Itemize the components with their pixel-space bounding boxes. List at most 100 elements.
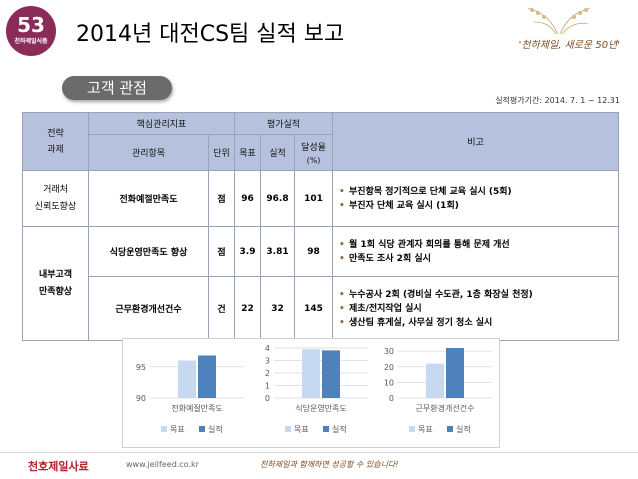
target-cell: 96 (234, 170, 261, 227)
remark-text: 누수공사 2회 (경비실 수도관, 1층 화장실 천정) (349, 289, 533, 300)
y-tick-label: 4 (265, 344, 270, 353)
item-cell: 식당운영만족도 향상 (88, 226, 209, 277)
logo-number: 53 (17, 13, 45, 37)
legend-label: 실적 (208, 424, 223, 434)
y-tick-label: 0 (265, 394, 270, 403)
bullet-icon: • (339, 239, 345, 250)
remark-item: • 누수공사 2회 (경비실 수도관, 1층 화장실 천정) (339, 288, 616, 302)
actual-cell: 3.81 (260, 226, 295, 277)
remark-item: • 제초/전지작업 실시 (339, 302, 616, 316)
strategy-cell: 거래처 신뢰도향상 (22, 170, 89, 227)
rate-cell: 101 (293, 170, 334, 227)
remark-text: 부진자 단체 교육 실시 (1회) (349, 200, 459, 211)
remark-item: • 생산팀 휴게실, 사무실 정기 청소 실시 (339, 316, 616, 330)
actual-cell: 96.8 (260, 170, 295, 227)
bar-actual (198, 355, 216, 398)
header-item: 관리항목 (88, 134, 209, 171)
legend-label: 목표 (170, 425, 185, 434)
footer-divider (0, 452, 638, 453)
footer-slogan: 천하제일과 함께하면 성공할 수 있습니다! (260, 460, 399, 469)
legend-label: 실적 (332, 424, 347, 434)
item-cell: 근무환경개선건수 (88, 276, 209, 341)
x-tick-label: 식당운영만족도 (295, 403, 347, 413)
footer-company: 천호제일사료 (28, 460, 89, 473)
chart-phone-etiquette: 90 95 전화예절만족도 목표 실적 (126, 344, 250, 438)
y-tick-label: 3 (265, 357, 270, 366)
legend-swatch (285, 426, 291, 432)
y-tick-label: 10 (384, 378, 394, 387)
table-row: 내부고객 만족향상 식당운영만족도 향상 점 3.9 3.81 98 • 월 1회… (22, 226, 620, 341)
legend-label: 목표 (294, 425, 309, 434)
legend-swatch (199, 426, 205, 432)
y-tick-label: 90 (136, 394, 146, 403)
header-rate-unit: (%) (306, 156, 321, 165)
actual-cell: 32 (260, 276, 295, 341)
table-row: 거래처 신뢰도향상 전화예절만족도 점 96 96.8 101 • 부진항목 정기… (22, 170, 620, 227)
header-rate-label: 달성율 (301, 143, 326, 153)
footer-url: www.jeilfeed.co.kr (126, 460, 199, 469)
header-eval-group: 평가실적 (233, 112, 334, 135)
bullet-icon: • (339, 200, 345, 211)
remark-text: 만족도 조사 2회 실시 (349, 253, 431, 264)
table-row: 근무환경개선건수 건 22 32 145 • 누수공사 2회 (경비실 수도관, … (23, 276, 620, 341)
unit-cell: 점 (208, 170, 235, 227)
legend-swatch (447, 426, 453, 432)
bar-target (178, 360, 196, 398)
header-slogan: '천하제일, 새로운 50년' (518, 40, 620, 51)
bullet-icon: • (339, 186, 345, 197)
remark-text: 부진항목 정기적으로 단체 교육 실시 (5회) (349, 186, 512, 197)
y-tick-label: 1 (265, 382, 270, 391)
header-target: 목표 (234, 134, 261, 171)
item-cell: 전화예절만족도 (88, 170, 209, 227)
y-tick-label: 2 (265, 369, 270, 378)
rate-cell: 98 (293, 226, 334, 277)
y-tick-label: 0 (389, 394, 394, 403)
y-tick-label: 20 (384, 363, 394, 372)
unit-cell: 점 (208, 226, 235, 277)
y-tick-label: 30 (384, 347, 394, 356)
target-cell: 3.9 (234, 226, 261, 277)
bar-actual (446, 348, 464, 398)
bar-target (426, 363, 444, 398)
remark-cell: • 누수공사 2회 (경비실 수도관, 1층 화장실 천정) • 제초/전지작업 실… (332, 276, 620, 341)
page-title: 2014년 대전CS팀 실적 보고 (76, 22, 345, 47)
legend-label: 목표 (418, 425, 433, 434)
bar-target (302, 349, 320, 398)
remark-text: 월 1회 식당 관계자 회의를 통해 문제 개선 (349, 239, 510, 250)
rate-cell: 145 (293, 276, 334, 341)
x-tick-label: 전화예절만족도 (171, 403, 223, 413)
remark-item: • 부진항목 정기적으로 단체 교육 실시 (5회) (339, 185, 616, 199)
target-cell: 22 (234, 276, 261, 341)
remark-text: 생산팀 휴게실, 사무실 정기 청소 실시 (349, 317, 493, 328)
header-strategy: 전략 과제 (22, 112, 89, 171)
bullet-icon: • (339, 253, 345, 264)
remark-cell: • 월 1회 식당 관계자 회의를 통해 문제 개선 • 만족도 조사 2회 실시 (332, 226, 620, 277)
bullet-icon: • (339, 289, 345, 300)
remark-cell: • 부진항목 정기적으로 단체 교육 실시 (5회) • 부진자 단체 교육 실시 … (332, 170, 620, 227)
performance-table: 전략 과제 핵심관리지표 평가실적 비고 관리항목 단위 목표 실적 달성율 (… (22, 112, 620, 341)
logo-text: 천하제일식품 (14, 38, 48, 45)
bar-actual (322, 350, 340, 398)
remark-item: • 부진자 단체 교육 실시 (1회) (339, 199, 616, 213)
header-remark: 비고 (332, 112, 620, 171)
legend-label: 실적 (456, 424, 471, 434)
strategy-cell: 내부고객 만족향상 (22, 226, 89, 341)
company-logo: 53 천하제일식품 (6, 6, 56, 56)
remark-text: 제초/전지작업 실시 (349, 303, 422, 314)
x-tick-label: 근무환경개선건수 (416, 403, 475, 413)
header-kpi-group: 핵심관리지표 (88, 112, 235, 135)
legend-swatch (409, 426, 415, 432)
legend-swatch (323, 426, 329, 432)
remark-item: • 월 1회 식당 관계자 회의를 통해 문제 개선 (339, 238, 616, 252)
header-actual: 실적 (260, 134, 295, 171)
remark-item: • 만족도 조사 2회 실시 (339, 252, 616, 266)
bullet-icon: • (339, 317, 345, 328)
unit-cell: 건 (208, 276, 235, 341)
bullet-icon: • (339, 303, 345, 314)
decorative-wheat-icon (527, 7, 591, 35)
